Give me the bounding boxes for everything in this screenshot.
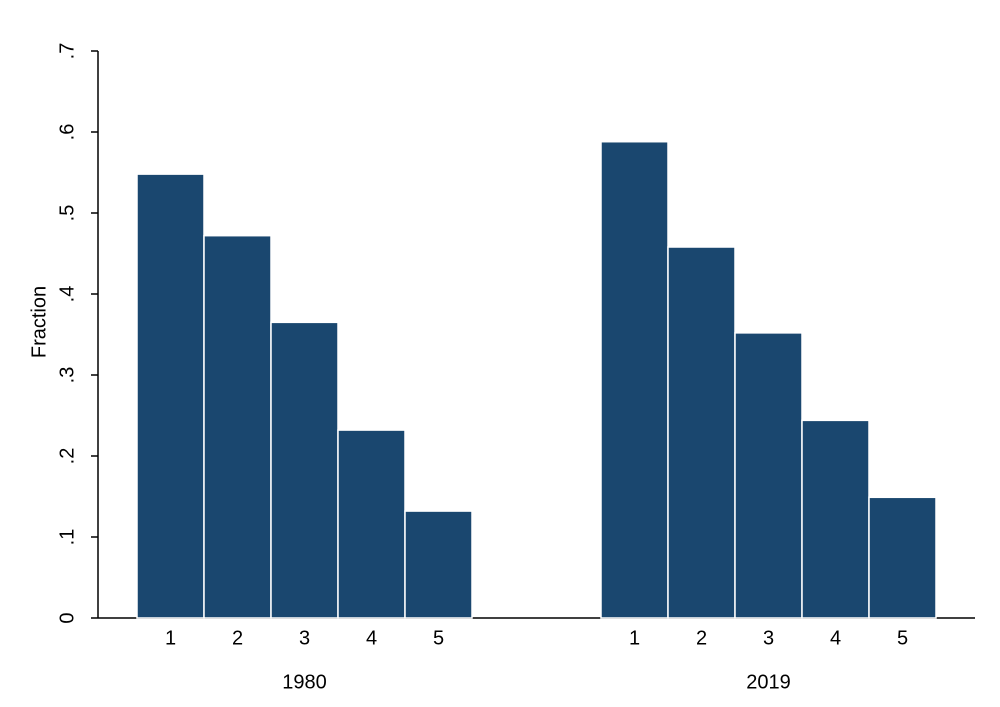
bar: [868, 496, 937, 619]
x-tick-label: 5: [897, 627, 908, 649]
bar: [600, 140, 669, 619]
bar: [337, 429, 406, 619]
x-tick-label: 3: [763, 627, 774, 649]
bar: [801, 419, 870, 619]
group-label: 1980: [282, 671, 327, 693]
y-tick-label: 0: [56, 612, 78, 623]
x-tick-label: 5: [433, 627, 444, 649]
bar: [404, 510, 473, 619]
y-axis-label: Fraction: [28, 286, 50, 358]
bar: [136, 173, 205, 619]
x-tick-label: 3: [299, 627, 310, 649]
bar: [667, 246, 736, 619]
y-tick-label: .4: [56, 286, 78, 303]
bar: [203, 234, 272, 619]
y-tick-label: .1: [56, 529, 78, 546]
group-label: 2019: [746, 671, 791, 693]
x-tick-label: 1: [165, 627, 176, 649]
x-tick-label: 4: [830, 627, 841, 649]
y-tick-label: .5: [56, 205, 78, 222]
y-tick-label: .7: [56, 43, 78, 60]
x-tick-label: 4: [366, 627, 377, 649]
y-tick-label: .3: [56, 367, 78, 384]
bar: [270, 321, 339, 619]
x-tick-label: 2: [696, 627, 707, 649]
bar: [734, 332, 803, 619]
x-tick-label: 2: [232, 627, 243, 649]
y-tick-label: .2: [56, 448, 78, 465]
y-tick-label: .6: [56, 124, 78, 141]
x-tick-label: 1: [629, 627, 640, 649]
